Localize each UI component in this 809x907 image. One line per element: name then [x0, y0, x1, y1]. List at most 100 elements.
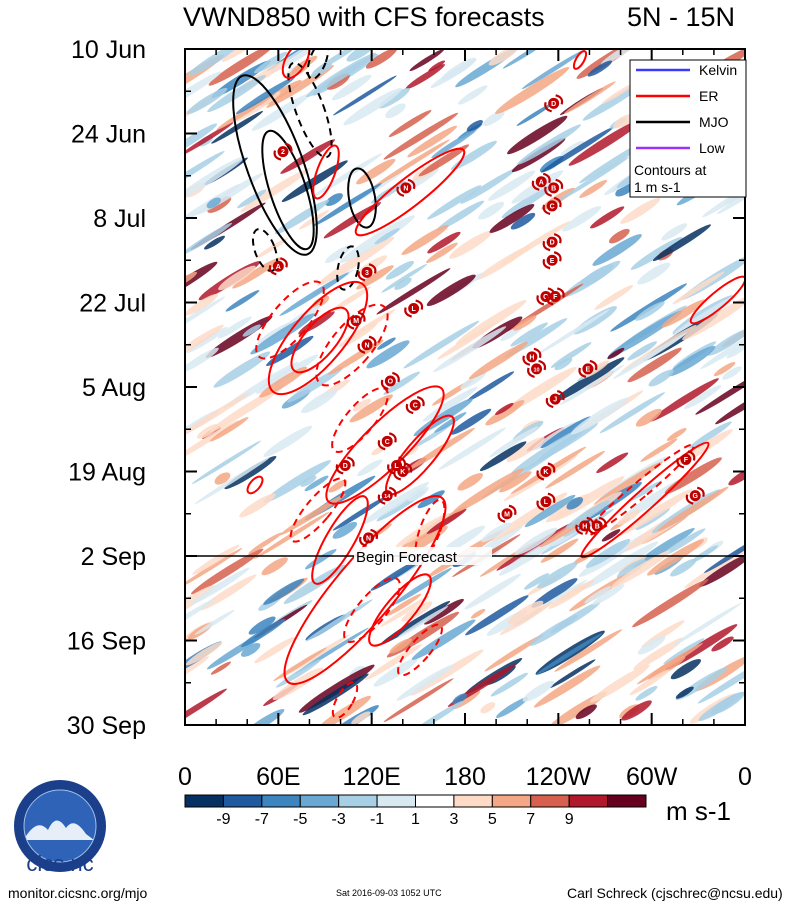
colorbar-label: 5 [488, 811, 497, 828]
anomaly-cell [302, 673, 369, 716]
storm-dot [397, 466, 409, 477]
anomaly-cell [675, 686, 694, 699]
anomaly-cell [441, 57, 476, 81]
anomaly-cell [185, 123, 218, 157]
storm-label: C [550, 203, 555, 210]
anomaly-cell [668, 345, 716, 377]
anomaly-cell [579, 179, 608, 198]
storm-dot [549, 393, 561, 405]
colorbar-swatch [222, 794, 263, 808]
colorbar-swatch [376, 794, 417, 808]
anomaly-cell [192, 544, 240, 575]
storm-marker: E [542, 251, 562, 270]
logo-text: cics.nc [26, 851, 93, 876]
anomaly-cell [700, 321, 745, 370]
anomaly-cell [240, 642, 261, 657]
anomaly-cell [395, 513, 450, 548]
anomaly-cell [357, 459, 383, 477]
anomaly-cell [312, 183, 382, 227]
anomaly-cell [464, 573, 521, 610]
anomaly-cell [263, 460, 331, 504]
anomaly-cell [427, 231, 461, 254]
anomaly-cell [301, 389, 338, 414]
anomaly-cell [403, 320, 480, 369]
footer-author: Carl Schreck (cjschrec@ncsu.edu) [567, 885, 783, 901]
storm-marker: F [676, 450, 696, 469]
colorbar-label: -7 [255, 811, 269, 828]
storm-swirl [542, 251, 562, 270]
x-tick-label: 180 [444, 763, 486, 791]
anomaly-cell [666, 428, 687, 441]
anomaly-cell [438, 427, 506, 470]
anomaly-cell [280, 139, 336, 174]
anomaly-cell [185, 222, 233, 255]
anomaly-cell [374, 228, 400, 245]
anomaly-cell [385, 103, 406, 119]
storm-label: O [388, 378, 394, 385]
anomaly-cell [411, 619, 476, 660]
anomaly-cell [328, 479, 348, 493]
storm-label: J [553, 397, 557, 404]
anomaly-cell [273, 647, 327, 682]
storm-label: N [366, 535, 371, 542]
anomaly-cell [239, 493, 276, 518]
anomaly-cell [356, 265, 394, 290]
anomaly-cell [704, 526, 745, 573]
anomaly-cell [221, 49, 255, 62]
anomaly-cell [620, 197, 661, 224]
storm-label: F [684, 457, 689, 464]
anomaly-cell [214, 472, 231, 485]
anomaly-cell [436, 200, 485, 231]
colorbar-swatch [299, 794, 340, 808]
colorbar-swatch [607, 794, 647, 808]
anomaly-cell [660, 528, 706, 557]
anomaly-cell [383, 678, 454, 723]
er-contour [368, 573, 432, 647]
anomaly-cell [186, 87, 228, 115]
anomaly-cell [627, 347, 682, 383]
anomaly-cell [637, 636, 666, 655]
anomaly-cell [499, 601, 553, 636]
storm-swirl [542, 233, 562, 252]
storm-marker: E [578, 359, 598, 378]
storm-marker: N [396, 178, 416, 197]
anomaly-cell [431, 129, 477, 158]
storm-dot [540, 466, 552, 477]
y-tick-label: 10 Jun [71, 36, 146, 64]
storm-swirl [396, 178, 416, 197]
anomaly-cell [279, 272, 349, 316]
anomaly-cell [356, 158, 396, 185]
storm-dot [531, 363, 543, 375]
anomaly-cell [695, 368, 745, 415]
storm-dot [546, 200, 558, 212]
x-tick-label: 120W [526, 763, 592, 791]
storm-marker: G [685, 486, 705, 505]
anomaly-cell [584, 586, 612, 604]
storm-swirl [393, 462, 413, 481]
anomaly-cell [640, 438, 678, 462]
storm-marker: A [268, 257, 288, 276]
storm-marker: 10 [527, 359, 547, 378]
anomaly-cell [365, 49, 397, 69]
er-contour [255, 280, 325, 360]
mjo-contour [251, 228, 279, 272]
storm-swirl [346, 311, 366, 330]
anomaly-cell [261, 557, 288, 576]
anomaly-cell [388, 110, 432, 138]
anomaly-cell [457, 85, 488, 105]
storm-label: E [550, 258, 555, 265]
anomaly-cell [426, 274, 476, 307]
legend-label: MJO [699, 114, 729, 130]
legend-note: 1 m s-1 [634, 179, 681, 195]
anomaly-cell [263, 578, 305, 605]
anomaly-cell [418, 144, 470, 177]
er-contour [311, 495, 369, 585]
footer-url[interactable]: monitor.cicsnc.org/mjo [8, 885, 148, 901]
storm-marker: O [380, 371, 400, 391]
anomaly-cell [524, 573, 550, 590]
storm-swirl [357, 335, 377, 354]
anomaly-cell [422, 386, 478, 422]
anomaly-cell [383, 371, 420, 395]
storm-dot [535, 176, 547, 188]
anomaly-cell [592, 234, 642, 266]
